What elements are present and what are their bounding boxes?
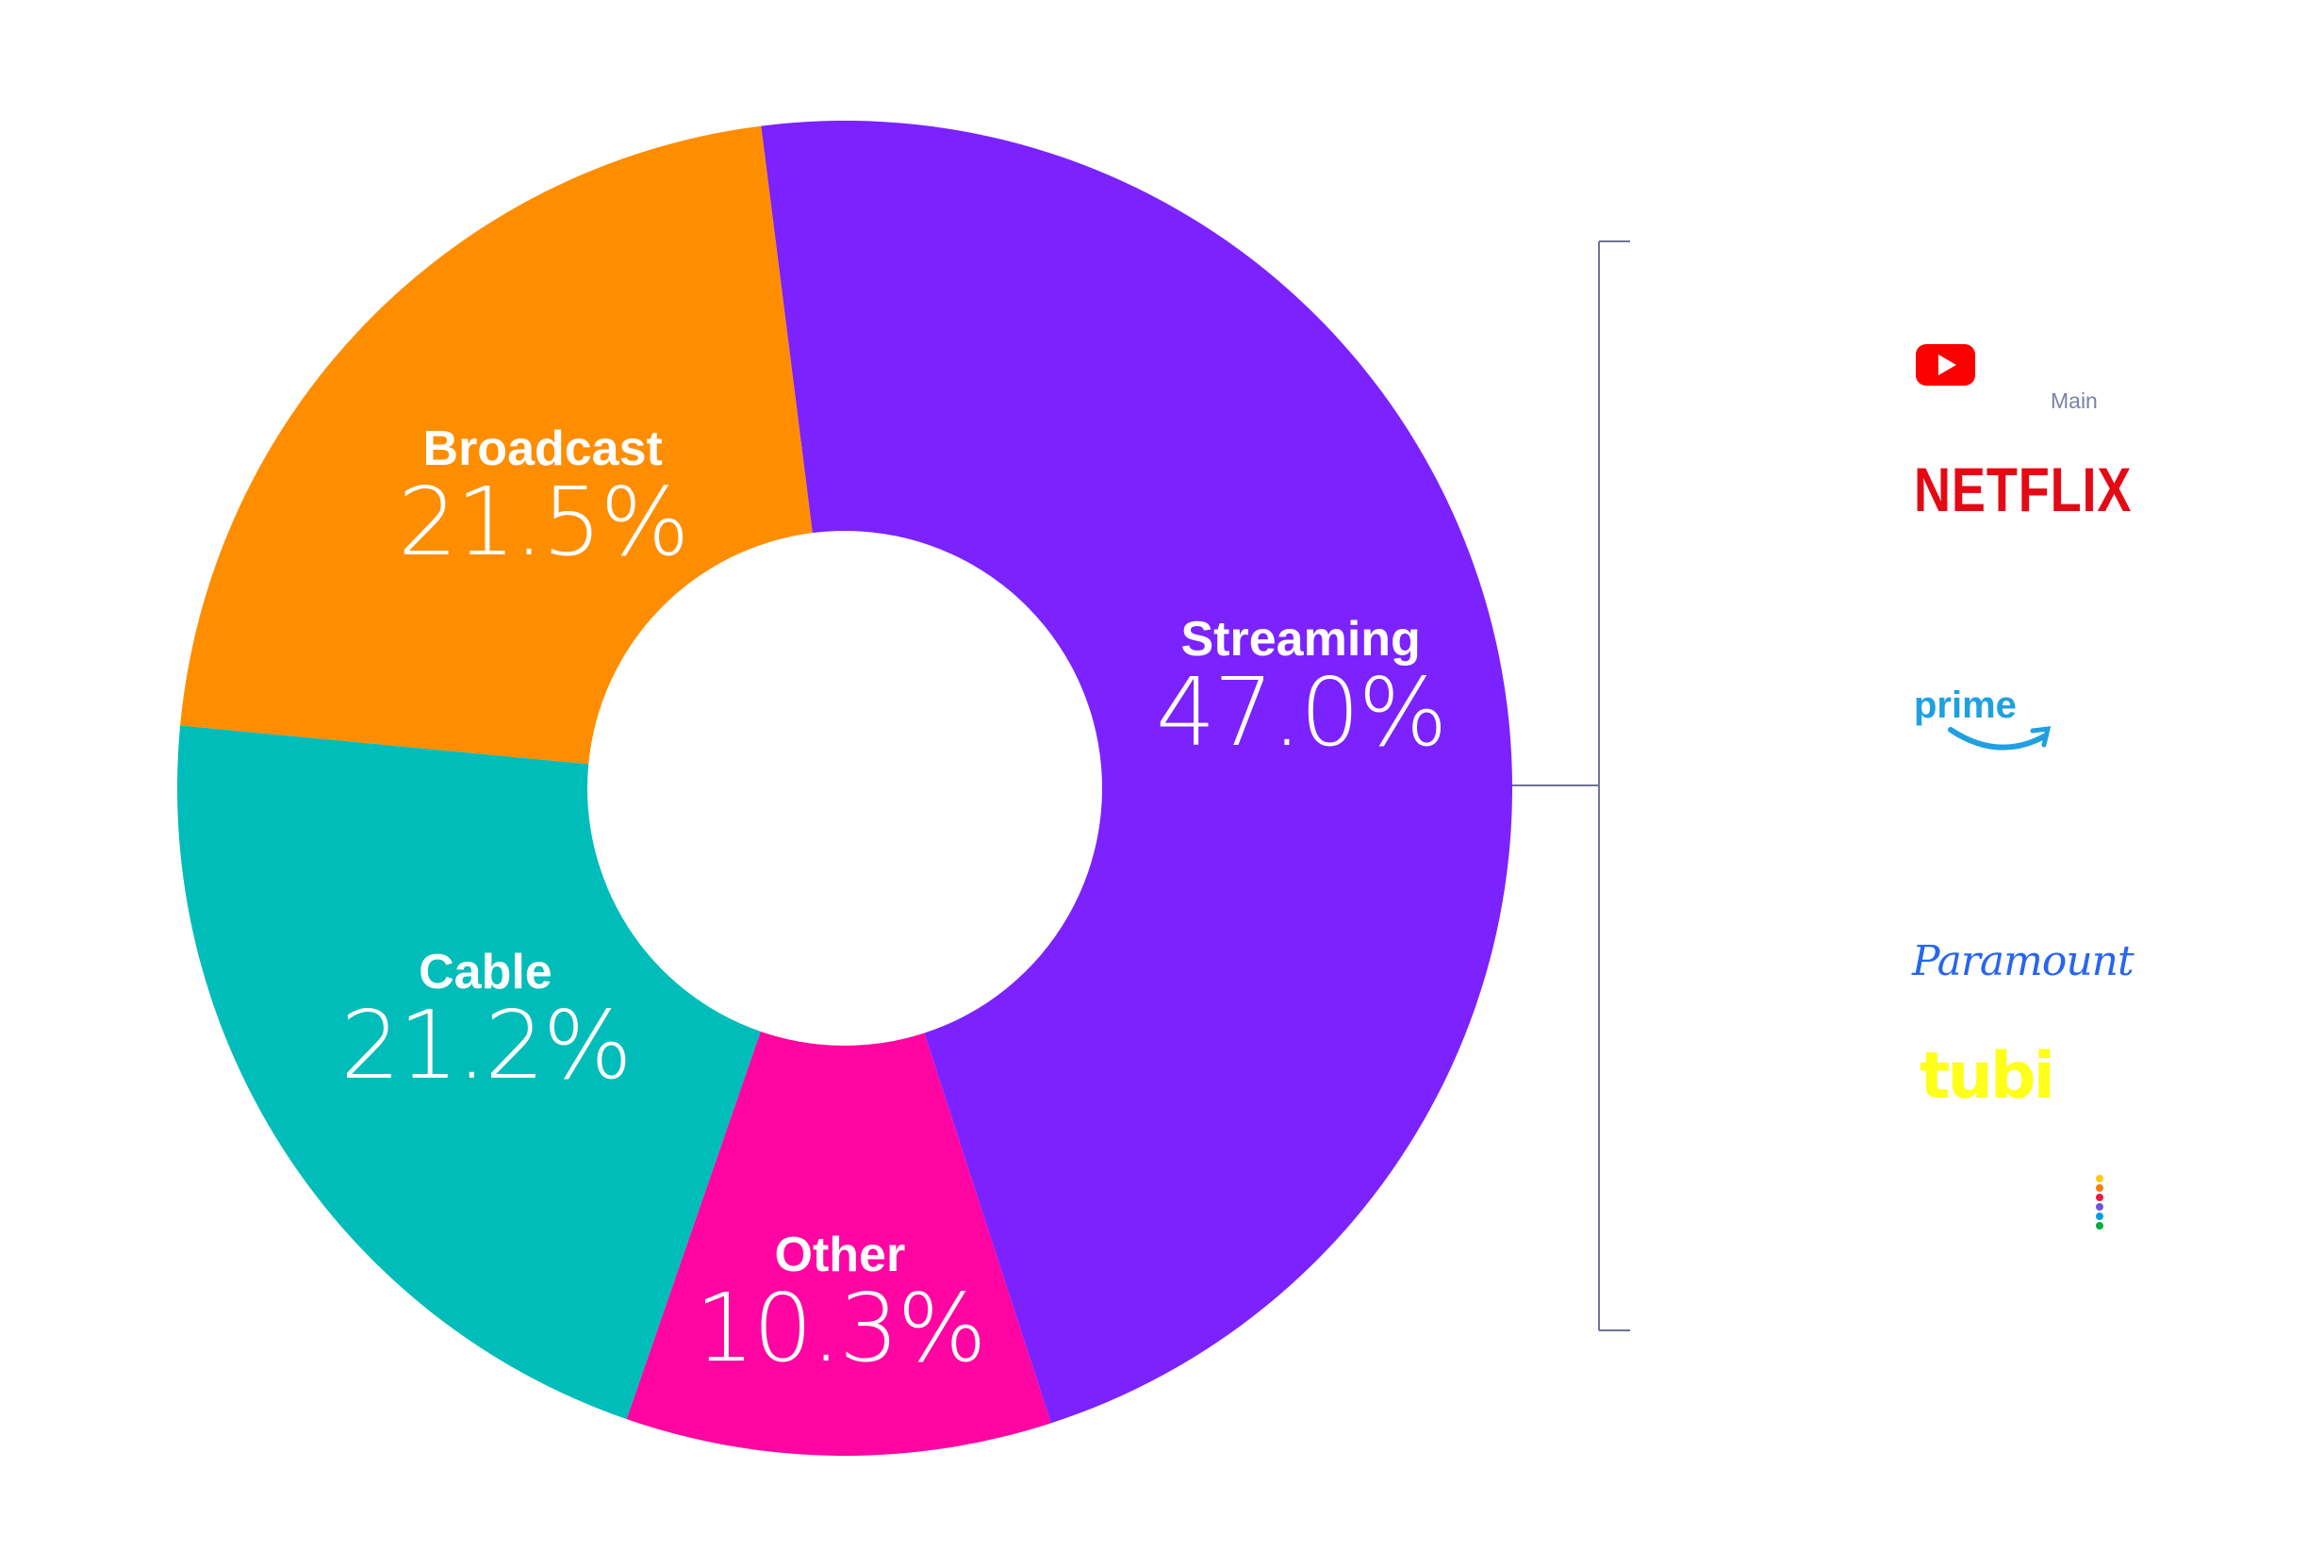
slice-percent: 21.5% <box>397 466 690 577</box>
peacock-dot <box>2096 1194 2103 1201</box>
paramount-logo: Paramount <box>1912 937 2134 985</box>
slice-label-broadcast: Broadcast 21.5% <box>397 421 690 577</box>
slice-name: Cable <box>419 945 552 1000</box>
peacock-dot <box>2096 1222 2103 1230</box>
streaming-bracket <box>1512 240 1630 1331</box>
slice-label-cable: Cable 21.2% <box>340 945 633 1101</box>
peacock-dot <box>2096 1213 2103 1220</box>
slice-name: Other <box>774 1228 906 1283</box>
prime-logo: prime <box>1914 685 2017 726</box>
slice-name: Broadcast <box>422 421 663 476</box>
prime-smile-icon <box>1948 726 2052 751</box>
netflix-logo: NETFLIX <box>1914 454 2133 524</box>
slice-name: Streaming <box>1180 611 1421 667</box>
slice-broadcast <box>180 125 813 765</box>
tubi-logo: tubi <box>1920 1039 2055 1114</box>
peacock-dot <box>2096 1203 2103 1211</box>
slice-label-other: Other 10.3% <box>695 1228 987 1384</box>
peacock-dot <box>2096 1175 2103 1182</box>
slice-cable <box>177 725 761 1420</box>
slice-streaming <box>761 121 1512 1424</box>
main-annotation: Main <box>2051 388 2098 413</box>
slice-other <box>626 1032 1051 1456</box>
slice-percent: 10.3% <box>695 1273 987 1384</box>
slice-percent: 21.2% <box>340 990 633 1101</box>
slice-percent: 47.0% <box>1155 656 1448 767</box>
slice-label-streaming: Streaming 47.0% <box>1155 611 1448 767</box>
youtube-logo <box>1916 344 1975 386</box>
peacock-dot <box>2096 1184 2103 1192</box>
peacock-logo <box>2096 1175 2103 1230</box>
